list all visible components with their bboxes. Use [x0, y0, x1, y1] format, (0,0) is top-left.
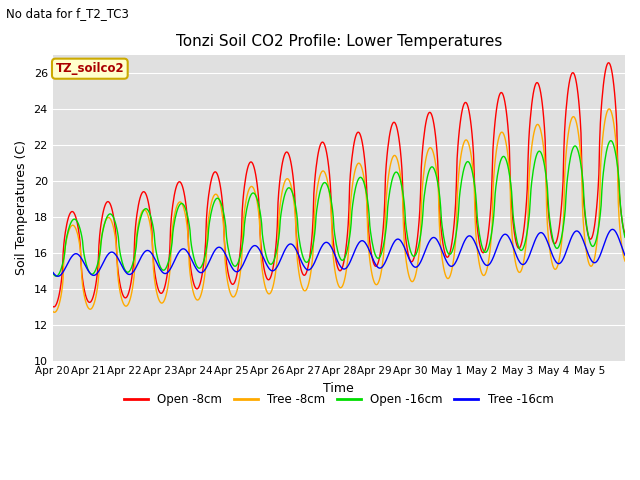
Open -8cm: [621, 230, 629, 236]
Open -8cm: [399, 182, 406, 188]
Line: Open -8cm: Open -8cm: [52, 63, 625, 307]
Tree -8cm: [431, 156, 438, 162]
Tree -8cm: [51, 310, 58, 315]
Tree -16cm: [431, 235, 438, 240]
Open -8cm: [222, 254, 230, 260]
Tree -8cm: [250, 187, 258, 192]
Open -16cm: [52, 273, 60, 279]
Tree -8cm: [49, 308, 56, 314]
Open -16cm: [621, 234, 629, 240]
Text: No data for f_T2_TC3: No data for f_T2_TC3: [6, 7, 129, 20]
Open -8cm: [605, 60, 612, 66]
Tree -16cm: [272, 266, 280, 272]
Tree -16cm: [399, 241, 406, 247]
Open -16cm: [49, 270, 56, 276]
Tree -16cm: [222, 252, 230, 258]
Tree -8cm: [272, 268, 280, 274]
Line: Tree -8cm: Tree -8cm: [52, 109, 625, 312]
Open -16cm: [250, 191, 258, 196]
Open -8cm: [250, 165, 258, 170]
Tree -8cm: [399, 195, 406, 201]
Open -16cm: [399, 188, 406, 194]
Tree -16cm: [250, 243, 258, 249]
Open -16cm: [431, 168, 438, 173]
Tree -16cm: [621, 252, 629, 258]
Open -16cm: [272, 252, 280, 257]
Tree -8cm: [222, 265, 230, 271]
X-axis label: Time: Time: [323, 382, 354, 395]
Tree -8cm: [621, 258, 629, 264]
Tree -16cm: [54, 274, 61, 279]
Line: Tree -16cm: Tree -16cm: [52, 229, 625, 276]
Open -8cm: [431, 127, 438, 132]
Open -16cm: [116, 252, 124, 258]
Tree -8cm: [605, 106, 613, 112]
Tree -16cm: [609, 227, 616, 232]
Tree -8cm: [116, 291, 124, 297]
Open -8cm: [51, 304, 58, 310]
Open -8cm: [49, 303, 56, 309]
Text: TZ_soilco2: TZ_soilco2: [56, 62, 124, 75]
Open -16cm: [222, 224, 230, 229]
Tree -16cm: [49, 269, 56, 275]
Y-axis label: Soil Temperatures (C): Soil Temperatures (C): [15, 140, 28, 276]
Title: Tonzi Soil CO2 Profile: Lower Temperatures: Tonzi Soil CO2 Profile: Lower Temperatur…: [175, 34, 502, 49]
Line: Open -16cm: Open -16cm: [52, 141, 625, 276]
Open -8cm: [272, 244, 280, 250]
Open -8cm: [116, 284, 124, 290]
Open -16cm: [607, 138, 614, 144]
Tree -16cm: [116, 260, 124, 266]
Legend: Open -8cm, Tree -8cm, Open -16cm, Tree -16cm: Open -8cm, Tree -8cm, Open -16cm, Tree -…: [120, 388, 558, 410]
